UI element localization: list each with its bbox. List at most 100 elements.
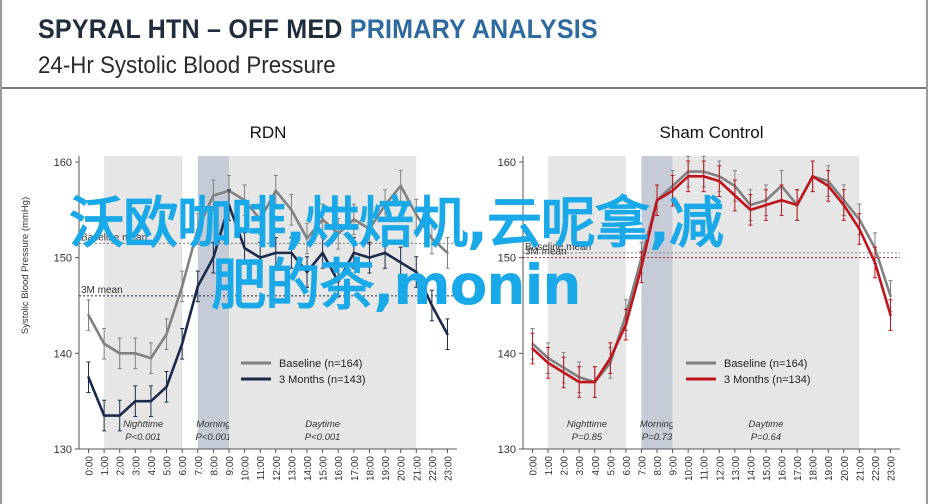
sham-series-3-months-line [531,175,892,384]
rdn-x-tick-label: 0:00 [85,456,96,476]
rdn-data-point [430,304,434,307]
sham-period-p-nighttime: P=0.85 [572,432,603,443]
rdn-x-tick-label: 2:00 [116,456,127,476]
rdn-x-tick-label: 22:00 [428,456,439,481]
page-title: SPYRAL HTN – OFF MED PRIMARY ANALYSIS [38,14,598,45]
sham-data-point [811,175,814,178]
sham-data-point [640,266,643,269]
sham-x-tick-label: 20:00 [840,456,851,481]
rdn-data-point [212,256,215,259]
rdn-x-tick-label: 20:00 [397,456,408,481]
rdn-period-p-daytime: P<0.001 [305,432,341,443]
sham-x-tick-label: 19:00 [824,456,835,481]
sham-x-tick-label: 3:00 [575,456,586,476]
title-accent: PRIMARY ANALYSIS [349,14,598,44]
rdn-data-point [134,352,137,355]
rdn-x-tick-label: 4:00 [147,456,158,476]
sham-y-tick-label: 160 [498,157,516,169]
rdn-data-point [383,251,387,255]
watermark-line-1: 沃欧咖啡,烘焙机,云呢拿,减 [69,191,724,255]
sham-x-tick-label: 11:00 [700,456,711,481]
rdn-data-point [321,218,324,221]
sham-x-tick-label: 14:00 [746,456,757,481]
sham-data-point [749,208,752,212]
rdn-x-tick-label: 7:00 [194,456,205,476]
sham-period-label-nighttime: Nighttime [567,419,607,430]
rdn-y-tick-label: 160 [54,157,72,169]
rdn-data-point [415,213,418,216]
sham-legend-label: 3 Months (n=134) [724,374,811,386]
sham-data-point [531,347,534,350]
sham-data-point [873,261,877,264]
rdn-data-point [274,189,278,192]
rdn-data-point [383,203,387,207]
rdn-data-point [243,199,246,202]
rdn-data-point [87,376,90,379]
sham-data-point [733,194,737,197]
sham-data-point [546,361,550,365]
rdn-x-tick-label: 13:00 [287,456,298,481]
rdn-x-tick-label: 14:00 [303,456,314,481]
sham-chart-title: Sham Control [660,123,764,142]
sham-y-tick-label: 140 [498,348,516,360]
sham-y-tick-label: 150 [498,253,516,265]
sham-period-label-morning: Morning [640,419,675,430]
sham-data-point [795,203,799,207]
rdn-period-label-daytime: Daytime [305,419,340,430]
sham-data-point [842,203,846,207]
rdn-data-point [149,356,153,360]
rdn-data-point [352,218,356,221]
rdn-data-point [258,256,262,259]
watermark-overlay: 沃欧咖啡,烘焙机,云呢拿,减 肥的茶,monin [16,192,776,316]
rdn-data-point [337,280,340,283]
sham-data-point [702,175,705,178]
rdn-x-tick-label: 19:00 [381,456,392,481]
sham-x-tick-label: 21:00 [855,456,866,481]
rdn-data-point [321,251,324,255]
y-axis-label: Systolic Blood Pressure (mmHg) [20,197,31,334]
rdn-data-point [118,352,121,355]
sham-data-point [718,179,721,183]
watermark-line-2: 肥的茶,monin [211,253,581,317]
header: SPYRAL HTN – OFF MED PRIMARY ANALYSIS 24… [0,0,928,88]
rdn-x-tick-label: 10:00 [241,456,252,481]
rdn-data-point [446,333,449,336]
rdn-data-point [196,285,199,288]
right-border [926,0,928,504]
sham-data-point [609,356,612,360]
sham-data-point [686,175,690,178]
rdn-data-point [165,385,168,389]
rdn-data-point [430,237,434,240]
rdn-chart-title: RDN [250,123,287,142]
sham-x-tick-label: 17:00 [793,456,804,481]
chart-canvas: Nighttime P<0.001 Morning P<0.001 Daytime P<0… [20,123,900,481]
sham-data-point [562,371,565,374]
sham-x-tick-label: 13:00 [731,456,742,481]
rdn-data-point [274,251,278,255]
sham-data-point [889,294,892,298]
rdn-baseline-mean-label: Baseline mean [81,232,147,243]
rdn-data-point [368,227,371,231]
sham-data-point [889,313,892,317]
rdn-x-tick-label: 3:00 [131,456,142,476]
rdn-period-p-morning: P<0.001 [196,432,232,443]
rdn-data-point [118,414,121,417]
rdn-series-baseline-line [87,184,449,360]
rdn-data-point [290,208,293,212]
sham-x-tick-label: 5:00 [606,456,617,476]
rdn-data-point [305,270,309,274]
sham-data-point [624,323,628,326]
sham-x-tick-label: 2:00 [560,456,571,476]
sham-data-point [827,184,830,188]
sham-x-tick-label: 23:00 [887,456,898,481]
rdn-data-point [446,251,449,255]
rdn-x-tick-label: 5:00 [163,456,174,476]
sham-period-p-daytime: P=0.64 [751,432,781,443]
rdn-period-label-nighttime: Nighttime [123,419,163,430]
rdn-y-tick-label: 150 [54,253,72,265]
rdn-y-tick-label: 140 [54,348,72,360]
rdn-data-point [368,256,371,259]
sham-data-point [764,203,768,207]
sham-baseline-mean-label: Baseline mean [525,242,591,253]
rdn-y-tick-label: 130 [54,444,72,456]
